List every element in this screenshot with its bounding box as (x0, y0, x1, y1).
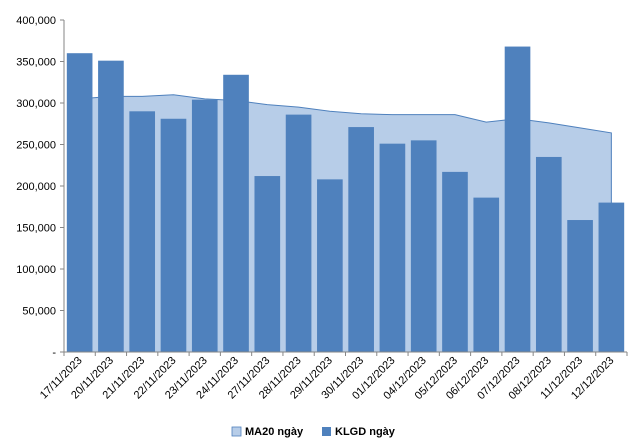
legend-swatch-klgd (322, 427, 331, 436)
legend-label-klgd: KLGD ngày (335, 426, 396, 438)
y-tick-label: 100,000 (16, 264, 56, 276)
klgd-bar (98, 60, 124, 353)
ma20-area (79, 94, 612, 352)
y-tick-label: 200,000 (16, 181, 56, 193)
ma20-line (79, 94, 612, 352)
klgd-bar (348, 127, 374, 352)
klgd-bar (254, 176, 281, 352)
klgd-bar (191, 99, 218, 353)
legend: MA20 ngày KLGD ngày (231, 426, 396, 438)
y-axis: - 50,000 100,000 150,000 200,000 250,000 300,0… (16, 15, 65, 359)
klgd-bar (410, 140, 437, 352)
klgd-bar (223, 74, 249, 352)
y-tick-label: 300,000 (16, 98, 56, 110)
klgd-bar (473, 197, 500, 352)
klgd-bar (317, 179, 343, 352)
klgd-bar (66, 53, 93, 352)
legend-label-ma20: MA20 ngày (245, 426, 304, 438)
y-tick-label: 400,000 (16, 15, 56, 27)
y-tick-label: - (52, 347, 56, 359)
klgd-bar (504, 46, 531, 353)
klgd-bar (285, 114, 312, 353)
y-tick-label: 50,000 (22, 306, 56, 318)
klgd-bar (379, 143, 406, 352)
klgd-bar (442, 171, 468, 352)
plot-area (66, 46, 625, 353)
klgd-bar (129, 111, 156, 352)
y-tick-label: 250,000 (16, 140, 56, 152)
y-tick-label: 350,000 (16, 57, 56, 69)
x-axis: 17/11/202320/11/202321/11/202322/11/2023… (38, 351, 628, 402)
y-tick-label: 150,000 (16, 223, 56, 235)
legend-swatch-ma20 (231, 426, 242, 437)
klgd-bar (598, 202, 625, 352)
klgd-bar (160, 118, 187, 353)
klgd-bar (567, 220, 593, 352)
klgd-bar (535, 156, 562, 352)
